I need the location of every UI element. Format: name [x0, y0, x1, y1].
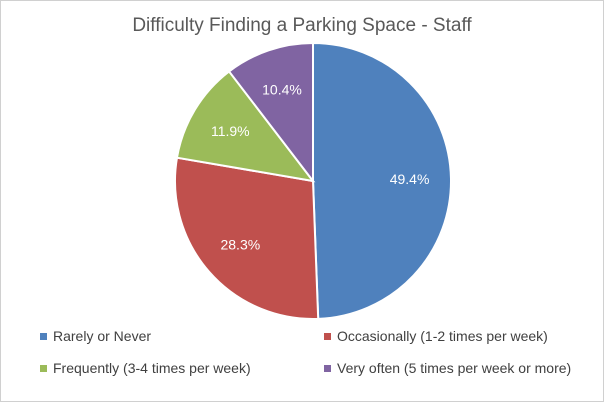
data-label-frequently-3-4-times-per-week: 11.9% — [211, 123, 250, 139]
pie-slice-frequently-3-4-times-per-week — [175, 70, 316, 183]
pie-slice-rarely-or-never — [312, 41, 452, 320]
data-labels: 49.4% 28.3% 11.9% 10.4% — [211, 82, 429, 253]
pie-slice-very-often-5-times-per-week-or-more — [227, 41, 314, 184]
data-label-rarely-or-never: 49.4% — [390, 171, 430, 187]
pie-slice-occasionally-1-2-times-per-week — [174, 156, 320, 320]
pie-slices — [174, 41, 452, 320]
data-label-very-often-5-times-per-week-or-more: 10.4% — [262, 82, 302, 98]
chart-title: Difficulty Finding a Parking Space - Sta… — [132, 15, 472, 36]
data-label-occasionally-1-2-times-per-week: 28.3% — [220, 237, 260, 253]
